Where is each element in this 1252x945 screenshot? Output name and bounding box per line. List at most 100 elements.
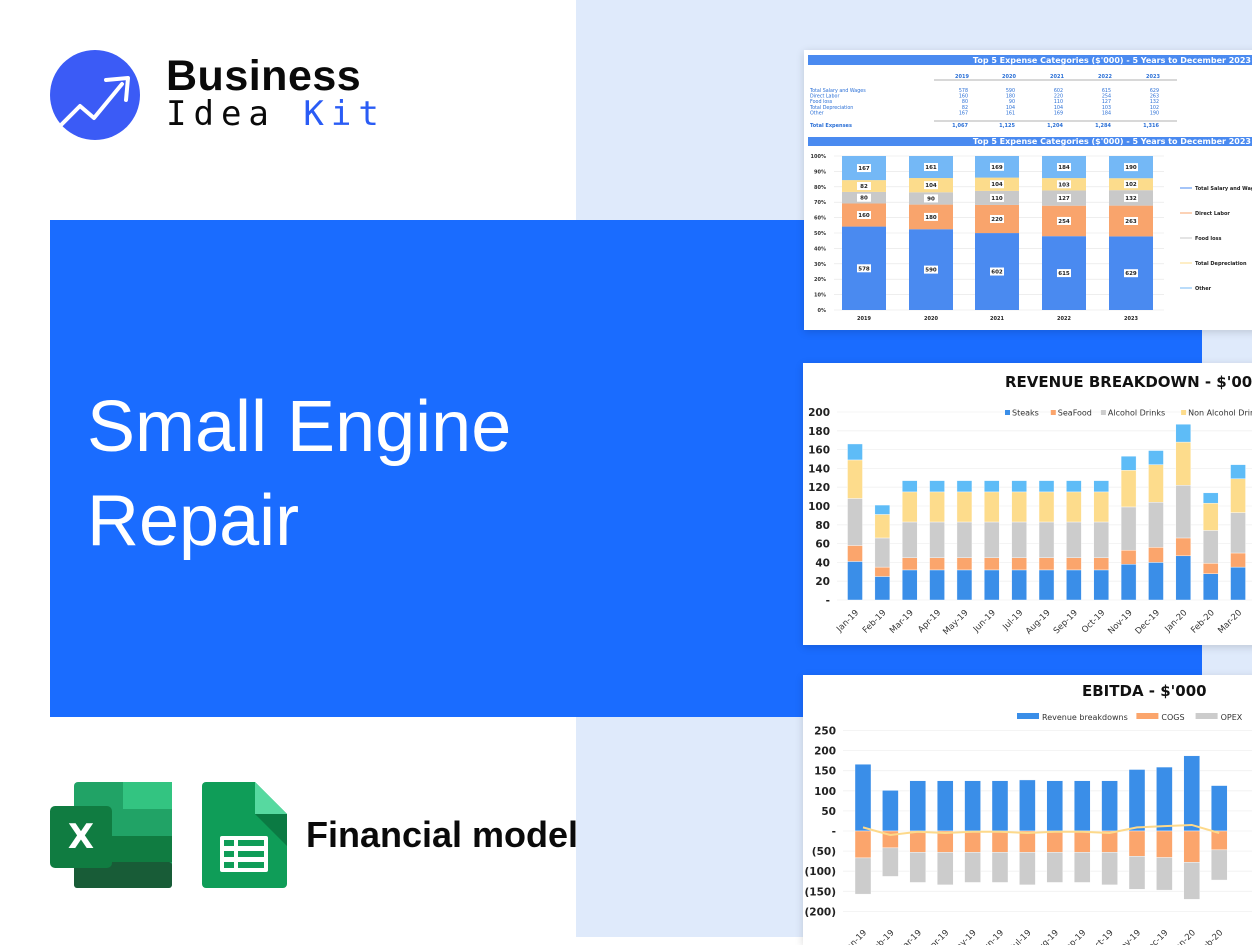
data-label-box — [1124, 217, 1138, 226]
y-tick-label: 250 — [814, 726, 836, 738]
x-tick-label: Aug-19 — [1024, 608, 1053, 637]
data-label-box — [990, 162, 1004, 171]
bar-segment — [854, 764, 872, 832]
x-tick-label: Feb-19 — [861, 608, 889, 636]
data-label: 160 — [858, 213, 870, 219]
data-label: 161 — [925, 165, 937, 171]
table-column-header: 2019 — [955, 74, 969, 80]
data-label: 104 — [925, 183, 937, 189]
bar-segment — [1120, 564, 1137, 601]
bar-segment — [929, 480, 945, 493]
legend-label: Total Depreciation — [1195, 261, 1247, 267]
bar-segment — [1148, 547, 1164, 563]
bar-segment — [1120, 470, 1137, 508]
google-sheets-icon — [202, 782, 287, 888]
x-tick-label: Jun-19 — [971, 608, 998, 635]
data-label: 169 — [991, 165, 1003, 171]
bar-segment — [1038, 569, 1055, 601]
financial-model-label: Financial model — [306, 814, 579, 855]
table-cell: 602 — [1054, 88, 1063, 94]
y-tick-label: 120 — [808, 482, 830, 494]
table-column-header: 2022 — [1098, 74, 1112, 80]
bar-segment — [1093, 491, 1109, 523]
table-cell: 167 — [959, 110, 968, 116]
bar-segment — [909, 780, 927, 832]
data-label-box — [1057, 216, 1071, 225]
y-tick-label: 140 — [808, 463, 830, 475]
bar-segment — [1120, 506, 1137, 551]
y-tick-label: 180 — [808, 426, 830, 438]
data-label-box — [1124, 163, 1138, 172]
bar-segment — [902, 480, 918, 493]
x-tick-label: 2020 — [924, 316, 938, 322]
table-cell: 169 — [1054, 110, 1063, 116]
chart-title-bar — [808, 137, 1252, 146]
data-label-box — [857, 164, 871, 173]
y-tick-label: 100% — [811, 154, 826, 160]
hero-title-line2: Repair — [87, 481, 300, 561]
bar-segment — [1046, 830, 1064, 853]
bar-segment — [1230, 464, 1246, 479]
brand-word-kit: Kit — [303, 94, 386, 134]
legend-swatch — [1017, 713, 1039, 719]
data-label: 80 — [860, 196, 868, 202]
y-tick-label: 50% — [814, 231, 826, 237]
bar-segment — [1202, 530, 1219, 564]
brand-word-business: Business — [166, 52, 362, 100]
bar-segment — [1038, 480, 1055, 493]
bar-segment — [964, 852, 981, 883]
data-label: 90 — [927, 196, 935, 202]
table-cell: 127 — [1102, 99, 1111, 105]
bar-segment — [1093, 557, 1109, 571]
data-label: 110 — [991, 196, 1003, 202]
bar-segment — [1101, 830, 1118, 853]
x-tick-label: May-19 — [941, 608, 970, 637]
bar-segment — [1011, 557, 1027, 571]
bar-segment — [854, 830, 872, 859]
bar-segment — [1011, 569, 1027, 601]
data-label: 578 — [858, 266, 870, 272]
bar-segment — [956, 521, 973, 558]
x-tick-label: Dec-19 — [1134, 608, 1163, 637]
table-row-label: Other — [810, 110, 824, 116]
y-tick-label: 70% — [814, 200, 826, 206]
data-label: 127 — [1058, 196, 1070, 202]
y-tick-label: 100 — [814, 786, 836, 798]
bar-segment — [847, 561, 863, 601]
x-tick-label: Mar-20 — [1216, 608, 1244, 636]
trend-arrow-icon — [50, 50, 140, 140]
y-tick-label: 160 — [808, 445, 830, 457]
bar-segment — [874, 566, 891, 577]
bar-segment — [1230, 512, 1246, 554]
data-label: 132 — [1125, 196, 1137, 202]
legend-swatch — [1136, 713, 1159, 719]
bar-segment — [902, 491, 918, 523]
data-label-box — [1057, 180, 1071, 189]
table-cell: 184 — [1102, 110, 1111, 116]
data-label-box — [924, 181, 938, 190]
chart-title: EBITDA - $'000 — [1082, 682, 1207, 700]
legend-label: OPEX — [1221, 713, 1243, 722]
y-tick-label: (200) — [804, 906, 836, 918]
bar-segment — [882, 790, 899, 832]
table-row-label: Food loss — [810, 99, 833, 105]
hero-title: Small Engine Repair — [87, 380, 511, 568]
data-label-box — [990, 267, 1004, 276]
x-tick-label: 2022 — [1057, 316, 1071, 322]
bar-segment — [956, 569, 973, 601]
bar-segment — [1148, 562, 1164, 601]
table-row-label: Direct Labor — [810, 94, 839, 100]
table-cell: 629 — [1150, 88, 1159, 94]
ebitda-line — [862, 823, 1220, 837]
bar-segment — [902, 557, 918, 571]
bar-segment — [984, 521, 1000, 558]
table-cell: 104 — [1006, 105, 1015, 111]
legend-swatch — [1195, 713, 1218, 719]
bar-segment — [1011, 480, 1027, 493]
bar-segment — [991, 780, 1009, 832]
legend-label: Direct Labor — [1195, 211, 1230, 217]
data-label-box — [857, 264, 871, 273]
bar-segment — [936, 852, 954, 886]
bar-segment — [1230, 552, 1246, 568]
y-tick-label: 150 — [814, 766, 836, 778]
